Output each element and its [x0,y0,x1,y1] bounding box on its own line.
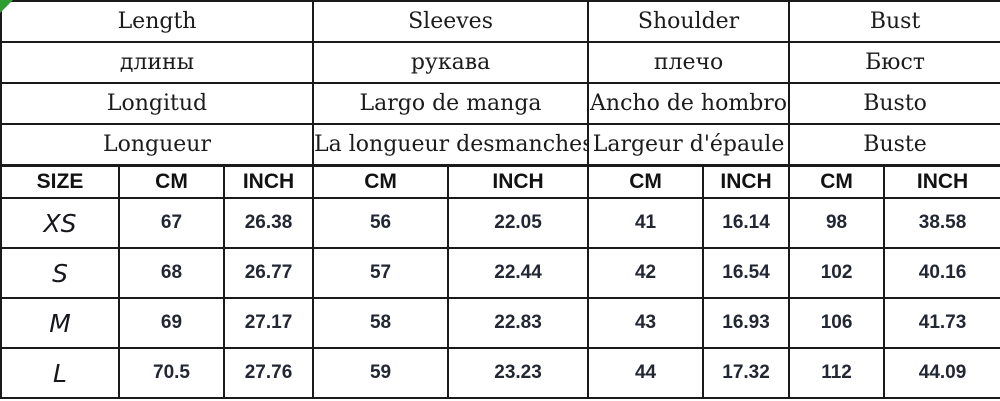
value-cell: 67 [118,197,225,249]
size-row-xs: XS 67 26.38 56 22.05 41 16.14 98 38.58 [0,197,1000,249]
value-cell: 42 [587,247,705,299]
header-cell-length-es: Longitud [0,82,315,125]
size-row-m: M 69 27.17 58 22.83 43 16.93 106 41.73 [0,297,1000,349]
header-cell-sleeves: Sleeves [312,0,590,43]
unit-header-cm: CM [312,163,450,199]
header-cell-length: Length [0,0,315,43]
size-label: L [0,347,120,399]
value-cell: 98 [788,197,886,249]
size-label: S [0,247,120,299]
unit-header-row: SIZE CM INCH CM INCH CM INCH CM INCH [0,163,1000,199]
value-cell: 22.05 [447,197,590,249]
value-cell: 41 [587,197,705,249]
value-cell: 26.77 [222,247,315,299]
value-cell: 44.09 [883,347,1000,399]
value-cell: 59 [312,347,450,399]
value-cell: 68 [118,247,225,299]
value-cell: 43 [587,297,705,349]
header-cell-length-ru: длины [0,41,315,84]
size-label: XS [0,197,120,249]
unit-header-cm: CM [118,163,225,199]
value-cell: 22.44 [447,247,590,299]
value-cell: 23.23 [447,347,590,399]
value-cell: 16.93 [702,297,791,349]
value-cell: 70.5 [118,347,225,399]
value-cell: 17.32 [702,347,791,399]
size-label: M [0,297,120,349]
measurement-row-french: Longueur La longueur desmanches Largeur … [0,123,1000,166]
measurement-row-russian: длины рукава плечо Бюст [0,41,1000,84]
header-cell-sleeves-ru: рукава [312,41,590,84]
unit-header-inch: INCH [447,163,590,199]
header-cell-sleeves-fr: La longueur desmanches [312,123,590,166]
header-cell-length-fr: Longueur [0,123,315,166]
header-cell-shoulder: Shoulder [587,0,791,43]
header-cell-shoulder-es: Ancho de hombro [587,82,791,125]
unit-header-inch: INCH [222,163,315,199]
unit-header-inch: INCH [883,163,1000,199]
unit-header-inch: INCH [702,163,791,199]
size-column-header: SIZE [0,163,120,199]
size-row-l: L 70.5 27.76 59 23.23 44 17.32 112 44.09 [0,347,1000,399]
value-cell: 44 [587,347,705,399]
value-cell: 27.76 [222,347,315,399]
header-cell-bust-fr: Buste [788,123,1000,166]
header-cell-shoulder-fr: Largeur d'épaule [587,123,791,166]
value-cell: 26.38 [222,197,315,249]
value-cell: 56 [312,197,450,249]
value-cell: 69 [118,297,225,349]
unit-header-cm: CM [587,163,705,199]
measurement-row-spanish: Longitud Largo de manga Ancho de hombro … [0,82,1000,125]
value-cell: 57 [312,247,450,299]
value-cell: 27.17 [222,297,315,349]
green-corner-marker [0,0,13,13]
value-cell: 112 [788,347,886,399]
value-cell: 102 [788,247,886,299]
header-cell-sleeves-es: Largo de manga [312,82,590,125]
value-cell: 38.58 [883,197,1000,249]
header-cell-bust-ru: Бюст [788,41,1000,84]
value-cell: 40.16 [883,247,1000,299]
value-cell: 106 [788,297,886,349]
value-cell: 22.83 [447,297,590,349]
value-cell: 58 [312,297,450,349]
value-cell: 16.54 [702,247,791,299]
measurement-row-english: Length Sleeves Shoulder Bust [0,0,1000,43]
value-cell: 41.73 [883,297,1000,349]
header-cell-shoulder-ru: плечо [587,41,791,84]
size-row-s: S 68 26.77 57 22.44 42 16.54 102 40.16 [0,247,1000,299]
value-cell: 16.14 [702,197,791,249]
unit-header-cm: CM [788,163,886,199]
header-cell-bust-es: Busto [788,82,1000,125]
header-cell-bust: Bust [788,0,1000,43]
